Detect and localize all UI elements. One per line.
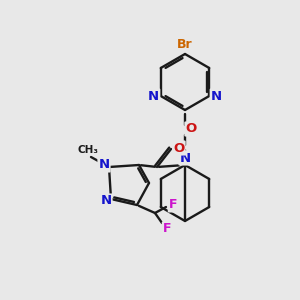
Text: Br: Br xyxy=(177,38,193,50)
Text: CH₃: CH₃ xyxy=(77,145,98,155)
Text: N: N xyxy=(98,158,110,172)
Text: N: N xyxy=(100,194,112,208)
Text: O: O xyxy=(173,142,184,154)
Text: N: N xyxy=(211,89,222,103)
Text: F: F xyxy=(163,223,171,236)
Text: N: N xyxy=(148,89,159,103)
Text: N: N xyxy=(179,152,191,164)
Text: O: O xyxy=(185,122,197,136)
Text: F: F xyxy=(169,199,177,212)
